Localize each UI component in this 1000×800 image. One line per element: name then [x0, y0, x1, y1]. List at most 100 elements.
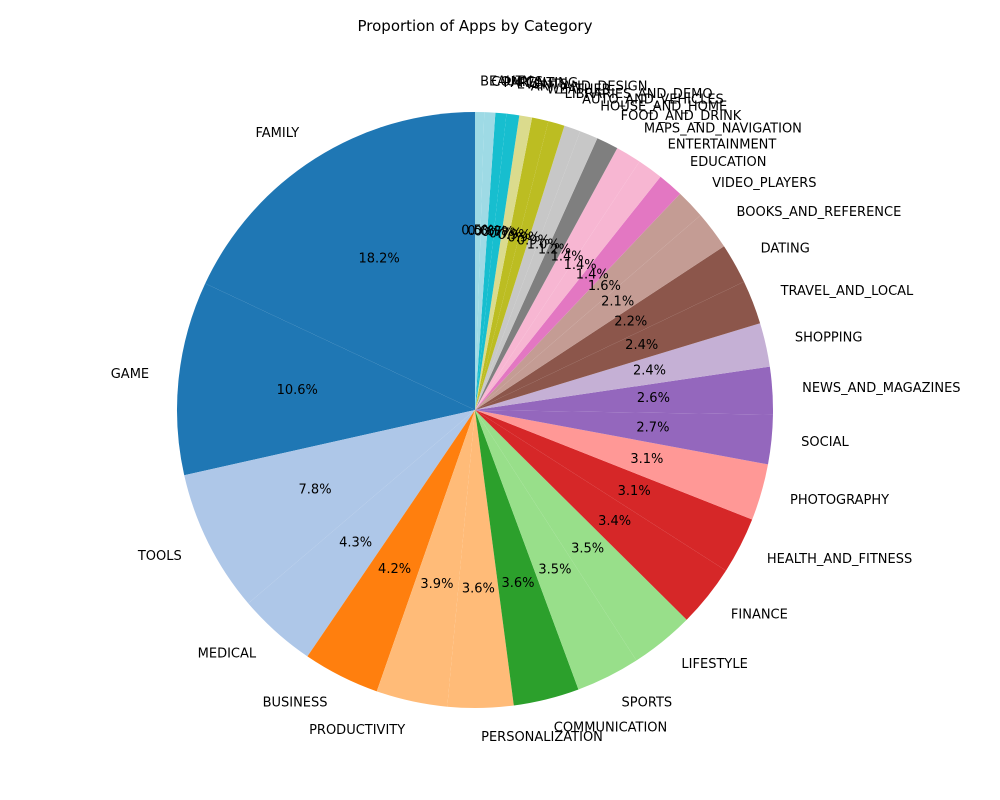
pie-slice-education	[475, 176, 681, 410]
percent-label: 0.7%	[481, 225, 514, 240]
category-label: WEATHER	[547, 83, 611, 98]
category-label: DATING	[761, 242, 810, 257]
pie-slice-comics	[475, 112, 496, 410]
slices-layer	[177, 112, 774, 708]
pie-slice-travel-and-local	[475, 281, 761, 410]
pie-slice-libraries-and-demo	[475, 121, 565, 410]
pie-slice-productivity	[376, 410, 475, 707]
chart-title: Proportion of Apps by Category	[358, 17, 593, 35]
pie-slice-events	[475, 113, 520, 411]
pie-slice-dating	[475, 246, 745, 410]
pie-slice-personalization	[447, 410, 514, 708]
pie-slice-medical	[248, 410, 475, 657]
percent-label: 3.4%	[598, 514, 631, 529]
category-label: TRAVEL_AND_LOCAL	[780, 284, 914, 299]
category-label: BEAUTY	[480, 75, 531, 90]
pie-slice-shopping	[475, 323, 770, 410]
pie-slice-weather	[475, 117, 549, 410]
pie-slice-family	[205, 112, 475, 410]
percent-label: 2.4%	[625, 338, 658, 353]
pie-slice-health-and-fitness	[475, 410, 753, 571]
pie-slice-tools	[184, 410, 475, 604]
pie-slice-video-players	[475, 193, 701, 410]
category-label: ART_AND_DESIGN	[531, 79, 648, 94]
pie-slice-food-and-drink	[475, 138, 618, 410]
pie-slice-photography	[475, 410, 768, 520]
category-label: PRODUCTIVITY	[309, 723, 405, 738]
percent-label: 0.9%	[507, 231, 540, 246]
category-label: EDUCATION	[690, 155, 766, 170]
category-label: GAME	[111, 367, 149, 382]
category-label: BUSINESS	[263, 695, 328, 710]
percent-label: 4.2%	[378, 562, 411, 577]
percent-label: 0.9%	[498, 228, 531, 243]
category-label: LIFESTYLE	[681, 657, 747, 672]
category-label: COMMUNICATION	[554, 721, 668, 736]
category-label: COMICS	[491, 75, 543, 90]
pie-slice-books-and-reference	[475, 215, 724, 410]
category-label: MAPS_AND_NAVIGATION	[644, 122, 802, 137]
percent-label: 0.6%	[474, 224, 507, 239]
category-label: TOOLS	[137, 549, 182, 564]
category-label: PARENTING	[504, 76, 578, 91]
percent-label: 3.6%	[462, 581, 495, 596]
category-label: HEALTH_AND_FITNESS	[767, 552, 912, 567]
category-label: EVENTS	[517, 77, 568, 92]
category-label: SHOPPING	[795, 331, 863, 346]
percent-label: 3.5%	[571, 541, 604, 556]
pie-slice-auto-and-vehicles	[475, 125, 581, 410]
pie-slice-lifestyle	[475, 410, 687, 661]
pie-slice-parenting	[475, 112, 507, 411]
pie-slice-communication	[475, 410, 579, 706]
percent-label: 1.4%	[564, 258, 597, 273]
percent-label: 2.7%	[636, 420, 669, 435]
pie-slice-social	[475, 410, 773, 465]
pie-slice-game	[177, 283, 476, 476]
percent-label: 3.1%	[630, 452, 663, 467]
percent-label: 0.9%	[517, 234, 550, 249]
category-label: ENTERTAINMENT	[668, 137, 777, 152]
percent-label: 7.8%	[299, 482, 332, 497]
percent-label: 2.6%	[637, 391, 670, 406]
pie-slice-entertainment	[475, 161, 661, 410]
percent-label: 0.5%	[461, 224, 494, 239]
percent-label: 1.4%	[551, 249, 584, 264]
percent-label: 10.6%	[277, 383, 318, 398]
category-label: VIDEO_PLAYERS	[712, 176, 816, 191]
category-label: FAMILY	[255, 126, 299, 141]
percent-label: 3.9%	[420, 577, 453, 592]
category-label: MEDICAL	[198, 647, 257, 662]
percent-label: 0.7%	[489, 226, 522, 241]
percent-label: 2.1%	[601, 295, 634, 310]
category-label: LIBRARIES_AND_DEMO	[565, 87, 713, 102]
category-label: FINANCE	[731, 607, 788, 622]
pie-slice-sports	[475, 410, 637, 690]
percent-label: 3.1%	[618, 484, 651, 499]
percent-label: 4.3%	[339, 536, 372, 551]
percent-label: 1.2%	[538, 242, 571, 257]
pie-slice-business	[307, 410, 475, 692]
category-label: SPORTS	[622, 696, 673, 711]
category-label: PHOTOGRAPHY	[790, 493, 889, 508]
category-label: FOOD_AND_DRINK	[621, 109, 742, 124]
percent-label: 1.0%	[527, 237, 560, 252]
category-label: NEWS_AND_MAGAZINES	[802, 381, 960, 396]
category-label: SOCIAL	[801, 435, 849, 450]
pie-slice-beauty	[475, 112, 485, 410]
pie-slice-art-and-design	[475, 115, 533, 410]
percent-label: 18.2%	[358, 252, 399, 267]
pie-slice-news-and-magazines	[475, 366, 774, 415]
percent-labels-layer: 18.2%10.6%7.8%4.3%4.2%3.9% 3.6% 3.6%3.5%3.…	[277, 224, 670, 597]
pie-slice-maps-and-navigation	[475, 148, 640, 411]
category-label: BOOKS_AND_REFERENCE	[737, 205, 902, 220]
percent-label: 1.4%	[576, 268, 609, 283]
percent-label: 2.4%	[633, 363, 666, 378]
category-labels-layer: FAMILY GAME TOOLS MEDICAL BUSINESS PRODUCTIVI…	[111, 75, 961, 746]
category-label: HOUSE_AND_HOME	[600, 100, 727, 115]
percent-label: 3.5%	[538, 562, 571, 577]
category-label: PERSONALIZATION	[481, 730, 603, 745]
pie-slice-finance	[475, 410, 727, 620]
percent-label: 0.6%	[467, 224, 500, 239]
